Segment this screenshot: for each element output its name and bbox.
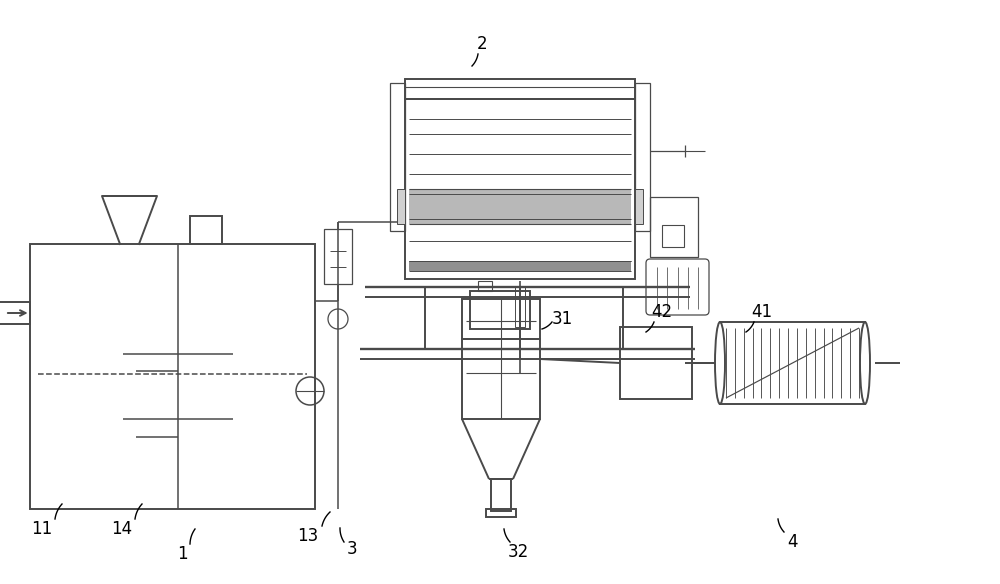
Bar bbox=[324, 229, 352, 284]
Text: 1: 1 bbox=[177, 545, 187, 563]
Text: 41: 41 bbox=[751, 303, 773, 321]
Bar bbox=[662, 225, 684, 247]
Bar bbox=[0, 302, 30, 324]
Text: 13: 13 bbox=[297, 527, 319, 545]
Bar bbox=[478, 281, 492, 291]
Text: 14: 14 bbox=[111, 520, 133, 538]
Text: 3: 3 bbox=[347, 540, 357, 558]
Bar bbox=[409, 189, 631, 224]
Bar bbox=[397, 189, 405, 224]
Bar bbox=[390, 83, 405, 231]
Text: 2: 2 bbox=[477, 35, 487, 53]
Bar bbox=[650, 197, 698, 257]
Text: 42: 42 bbox=[651, 303, 673, 321]
Bar bbox=[635, 189, 643, 224]
Bar bbox=[486, 509, 516, 517]
Bar bbox=[30, 244, 315, 509]
Text: 4: 4 bbox=[787, 533, 797, 551]
Ellipse shape bbox=[860, 322, 870, 404]
Bar bbox=[462, 299, 540, 339]
Bar bbox=[515, 287, 525, 327]
Bar bbox=[405, 99, 635, 279]
Bar bbox=[462, 339, 540, 419]
Bar bbox=[491, 479, 511, 511]
Ellipse shape bbox=[715, 322, 725, 404]
Text: 31: 31 bbox=[551, 310, 573, 328]
Bar bbox=[635, 83, 650, 231]
Bar bbox=[620, 327, 692, 399]
Text: 32: 32 bbox=[507, 543, 529, 561]
Text: 11: 11 bbox=[31, 520, 53, 538]
Bar bbox=[405, 79, 635, 99]
Bar bbox=[720, 322, 865, 404]
Bar bbox=[470, 291, 530, 329]
Bar bbox=[409, 261, 631, 271]
Bar bbox=[190, 216, 222, 244]
